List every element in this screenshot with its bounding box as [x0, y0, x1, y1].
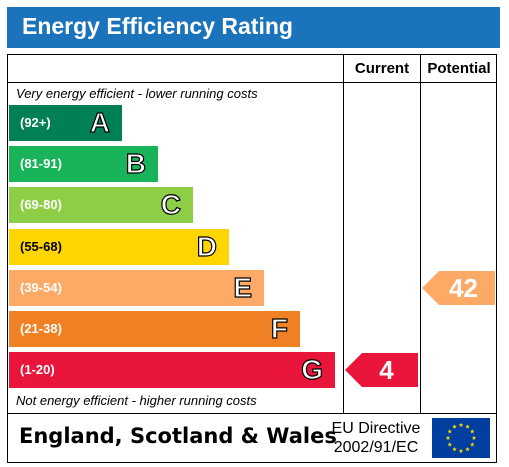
band-g: (1-20) G [9, 352, 335, 388]
band-letter-e: E [233, 271, 253, 303]
potential-arrow-shape [422, 271, 495, 305]
eu-directive-line2: 2002/91/EC [333, 439, 419, 456]
band-range-a: (92+) [20, 115, 51, 130]
current-column-divider [343, 54, 344, 414]
current-rating-value: 4 [379, 355, 394, 385]
bottom-note: Not energy efficient - higher running co… [16, 393, 257, 408]
band-b: (81-91) B [9, 146, 158, 182]
eu-flag-icon [432, 418, 490, 458]
eu-star-icon [458, 448, 464, 453]
eu-star-icon [447, 442, 453, 447]
eu-star-icon [471, 435, 477, 440]
band-letter-d: D [196, 230, 217, 262]
eu-star-icon [452, 424, 457, 429]
potential-rating-arrow: 42 [422, 271, 495, 305]
eu-star-icon [469, 429, 475, 434]
band-c: (69-80) C [9, 187, 193, 223]
band-range-e: (39-54) [20, 280, 62, 295]
band-letter-a: A [89, 106, 110, 138]
header-divider [7, 82, 497, 83]
band-letter-f: F [270, 312, 288, 344]
band-e: (39-54) E [9, 270, 264, 306]
band-range-g: (1-20) [20, 362, 55, 377]
current-column-header: Current [354, 60, 410, 77]
eu-star-icon [447, 429, 453, 434]
band-range-f: (21-38) [20, 321, 62, 336]
eu-star-icon [458, 422, 464, 427]
country-label: England, Scotland & Wales [19, 424, 337, 448]
eu-star-icon [452, 446, 457, 452]
band-letter-g: G [301, 353, 324, 385]
eu-star-icon [445, 435, 451, 440]
band-range-b: (81-91) [20, 156, 62, 171]
potential-column-divider [420, 54, 421, 414]
eu-star-icon [469, 442, 475, 447]
eu-star-icon [465, 446, 470, 452]
band-letter-b: B [125, 147, 146, 179]
chart-title: Energy Efficiency Rating [22, 13, 293, 39]
band-range-c: (69-80) [20, 197, 62, 212]
current-arrow-shape [345, 353, 418, 387]
top-note: Very energy efficient - lower running co… [16, 86, 258, 101]
footer-divider [7, 413, 497, 414]
eu-star-icon [465, 424, 470, 429]
band-d: (55-68) D [9, 229, 229, 265]
rating-table [7, 54, 497, 463]
current-rating-arrow: 4 [345, 353, 418, 387]
title-bar: Energy Efficiency Rating [7, 7, 500, 48]
eu-directive: EU Directive 2002/91/EC [326, 419, 426, 457]
potential-rating-value: 42 [449, 273, 478, 303]
band-letter-c: C [160, 188, 181, 220]
band-range-d: (55-68) [20, 239, 62, 254]
eu-directive-line1: EU Directive [331, 420, 421, 437]
band-f: (21-38) F [9, 311, 300, 347]
band-a: (92+) A [9, 105, 122, 141]
potential-column-header: Potential [427, 60, 491, 77]
